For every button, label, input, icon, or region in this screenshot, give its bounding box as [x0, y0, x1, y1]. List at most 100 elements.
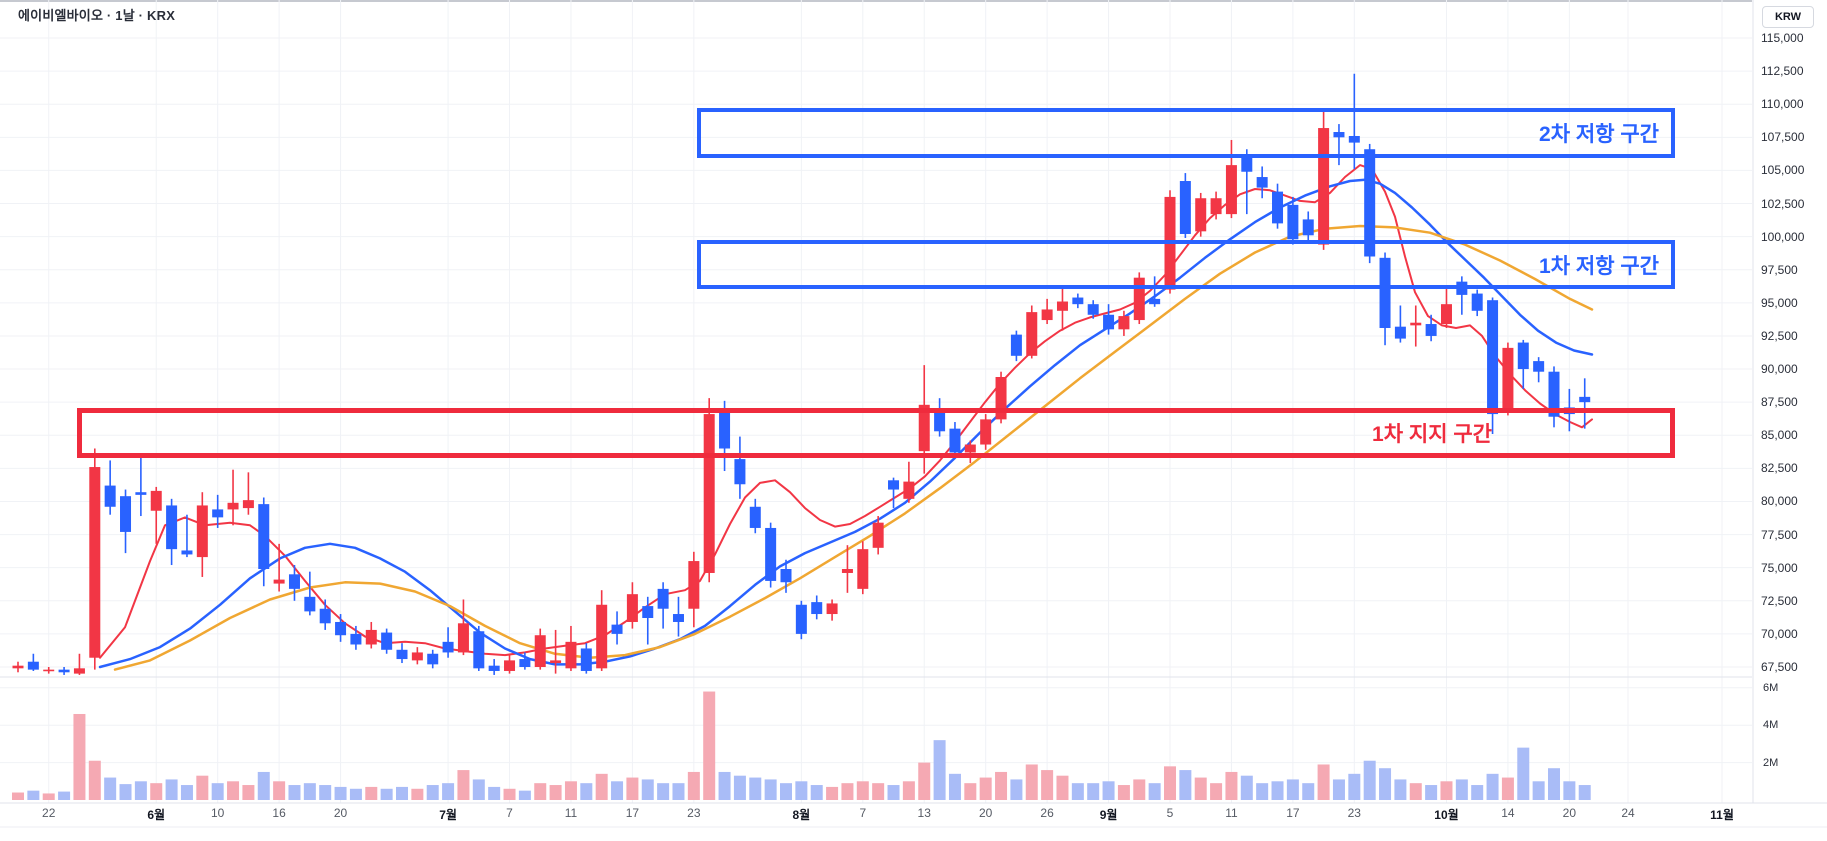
candle-down	[1517, 342, 1529, 370]
candle-up	[534, 635, 546, 667]
volume-bar	[457, 770, 470, 800]
price-tick-label: 105,000	[1761, 163, 1805, 178]
candle-down	[1287, 204, 1299, 240]
candle-down	[1548, 371, 1560, 417]
volume-bar	[334, 786, 347, 800]
volume-bar	[488, 786, 501, 800]
candle-down	[1379, 257, 1391, 329]
volume-bars[interactable]	[12, 691, 1591, 800]
candle-up	[1133, 277, 1145, 321]
candle-down	[1302, 219, 1314, 236]
candle-down	[27, 661, 39, 670]
volume-bar	[1286, 779, 1299, 800]
candle-up	[1440, 304, 1452, 325]
date-label-day: 7	[506, 806, 513, 820]
candle-down	[1579, 396, 1591, 403]
volume-bar	[1240, 775, 1253, 800]
price-tick-label: 112,500	[1761, 64, 1804, 79]
volume-bar	[134, 781, 147, 800]
candle-down	[1425, 324, 1437, 336]
candle-down	[1087, 304, 1099, 315]
candle-down	[304, 596, 316, 612]
volume-bar	[1471, 785, 1484, 800]
volume-bar	[1302, 783, 1315, 800]
volume-bar	[918, 762, 931, 800]
volume-bar	[1271, 781, 1284, 800]
volume-bar	[88, 760, 101, 800]
volume-bar	[165, 779, 178, 800]
volume-bar	[119, 784, 132, 800]
volume-bar	[1379, 768, 1392, 800]
candle-down	[288, 574, 300, 589]
candle-down	[1072, 297, 1084, 305]
candle-up	[1118, 316, 1130, 330]
price-tick-label: 100,000	[1761, 229, 1805, 244]
candle-up	[1502, 347, 1514, 409]
volume-bar	[442, 783, 455, 800]
candle-down	[104, 485, 116, 507]
volume-bar	[1517, 747, 1530, 800]
candle-down	[1241, 154, 1253, 172]
candle-up	[411, 652, 423, 661]
volume-bar	[933, 740, 946, 800]
date-label-day: 5	[1166, 806, 1174, 820]
date-label-day: 22	[42, 806, 56, 820]
price-tick-label: 82,500	[1761, 461, 1798, 476]
volume-bar	[1041, 770, 1054, 800]
volume-bar	[211, 783, 224, 800]
ma-mid-blue-line	[98, 178, 1594, 669]
date-label-day: 20	[1562, 806, 1577, 820]
candle-down	[58, 669, 70, 673]
volume-bar	[12, 792, 24, 800]
candle-down	[212, 509, 224, 518]
volume-bar	[319, 785, 332, 800]
ma-slow-yellow-line	[113, 224, 1594, 671]
candle-down	[749, 506, 761, 528]
volume-bar	[1133, 779, 1146, 800]
volume-bar	[1455, 779, 1468, 800]
volume-bar	[1425, 785, 1438, 800]
date-label-day: 23	[1347, 806, 1361, 820]
volume-bar	[718, 771, 731, 800]
candle-up	[826, 603, 838, 615]
volume-bar	[611, 781, 624, 800]
volume-bar	[503, 788, 516, 800]
volume-bar	[1332, 779, 1345, 800]
resistance-zone-1-label: 1차 저항 구간	[1539, 254, 1659, 278]
resistance-zone-1-box[interactable]: 1차 저항 구간	[697, 240, 1675, 289]
support-zone-1-box[interactable]: 1차 지지 구간	[77, 408, 1675, 458]
currency-badge[interactable]: KRW	[1762, 6, 1814, 28]
price-tick-label: 80,000	[1761, 494, 1798, 509]
candle-down	[1348, 135, 1360, 143]
volume-bar	[641, 779, 654, 800]
volume-bar	[764, 779, 777, 800]
price-tick-label: 85,000	[1761, 428, 1798, 443]
candle-down	[488, 665, 500, 671]
candle-down	[611, 624, 623, 634]
pane-top-edge	[0, 0, 1752, 2]
candle-down	[396, 649, 408, 660]
candle-down	[888, 480, 900, 490]
volume-bar	[1578, 785, 1591, 800]
candle-down	[473, 631, 485, 669]
volume-bar	[104, 777, 117, 800]
volume-bar	[242, 785, 255, 800]
support-zone-1-label: 1차 지지 구간	[1372, 423, 1492, 446]
price-tick-label: 95,000	[1761, 295, 1798, 310]
volume-bar	[1148, 783, 1161, 800]
candle-down	[135, 492, 147, 495]
candle-down	[580, 648, 592, 671]
date-label-day: 17	[1286, 806, 1300, 820]
volume-bar	[872, 783, 885, 800]
candle-up	[995, 376, 1007, 420]
candle-up	[1041, 309, 1053, 321]
volume-bar	[1087, 783, 1100, 800]
resistance-zone-2-box[interactable]: 2차 저항 구간	[697, 108, 1675, 158]
volume-bar	[150, 783, 163, 800]
volume-bar	[1501, 777, 1514, 800]
volume-bar	[887, 785, 900, 800]
candle-down	[642, 606, 654, 619]
candle-up	[872, 522, 884, 548]
date-label-day: 17	[625, 806, 640, 820]
